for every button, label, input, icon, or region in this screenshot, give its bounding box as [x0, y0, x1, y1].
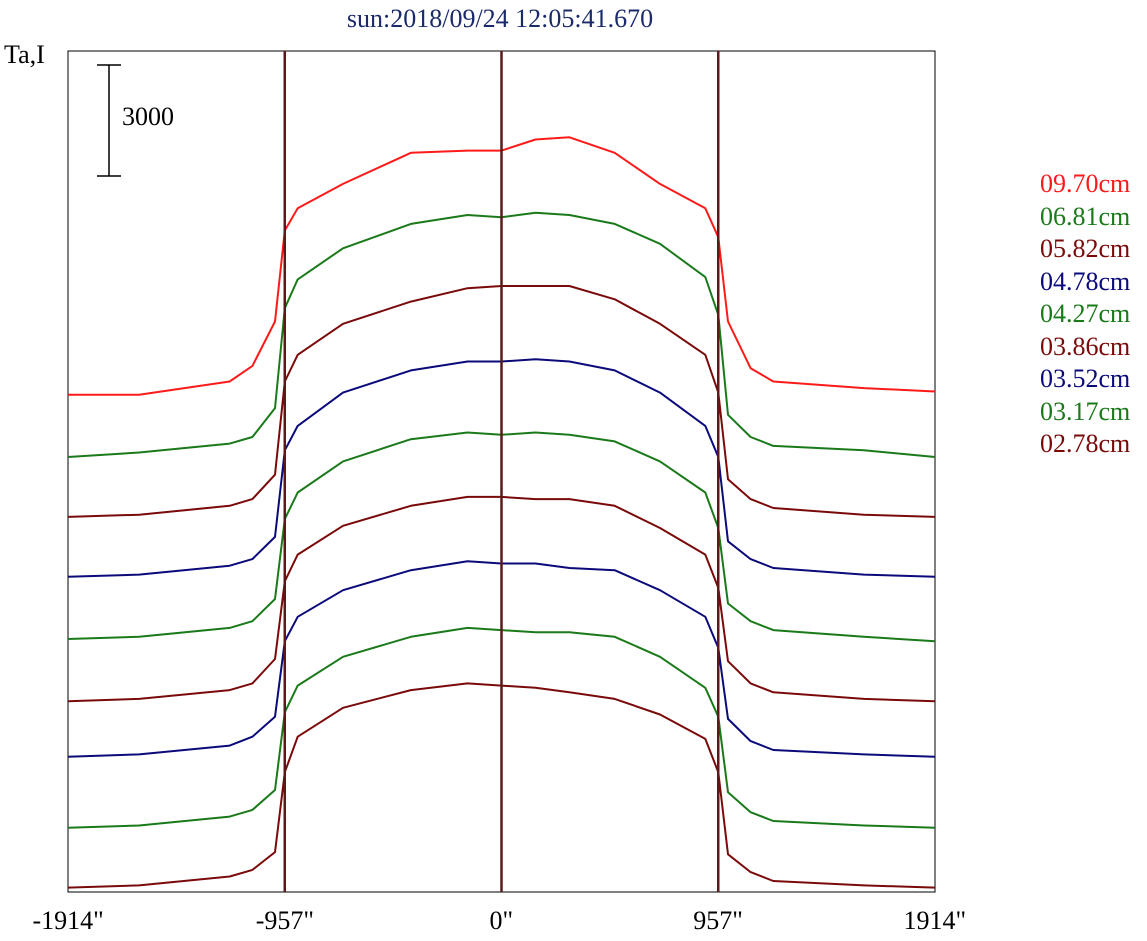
- chart-title: sun:2018/09/24 12:05:41.670: [346, 4, 654, 33]
- legend-item: 03.17cm: [1040, 396, 1131, 426]
- series-line-04-27cm: [67, 431, 936, 643]
- series-line-02-78cm: [67, 682, 936, 889]
- series-line-03-86cm: [67, 495, 936, 703]
- legend-item: 02.78cm: [1040, 429, 1131, 458]
- x-tick-label: -957": [255, 906, 315, 935]
- series-line-05-82cm: [67, 285, 936, 518]
- legend-item: 04.27cm: [1040, 299, 1131, 328]
- series-line-09-70cm: [68, 136, 936, 396]
- series-line-06-81cm: [67, 211, 936, 458]
- series-line-04-78cm: [67, 358, 936, 578]
- legend-item: 09.70cm: [1040, 169, 1131, 198]
- y-axis-label: Ta,I: [4, 40, 45, 69]
- legend-item: 03.52cm: [1040, 364, 1131, 393]
- x-tick-label: 1914": [903, 906, 967, 935]
- legend-item: 06.81cm: [1040, 201, 1131, 231]
- legend-item: 04.78cm: [1040, 266, 1131, 296]
- series-line-03-52cm: [67, 560, 936, 758]
- x-tick-label: -1914": [32, 906, 104, 935]
- scale-bar-label: 3000: [122, 102, 174, 131]
- x-tick-label: 957": [693, 906, 743, 935]
- legend: 09.70cm 06.81cm 05.82cm 04.78cm 04.27cm 03.86…: [1040, 168, 1130, 461]
- x-tick-label: 0": [489, 906, 514, 935]
- series-line-03-17cm: [67, 626, 936, 829]
- legend-item: 05.82cm: [1040, 234, 1131, 263]
- legend-item: 03.86cm: [1040, 331, 1131, 361]
